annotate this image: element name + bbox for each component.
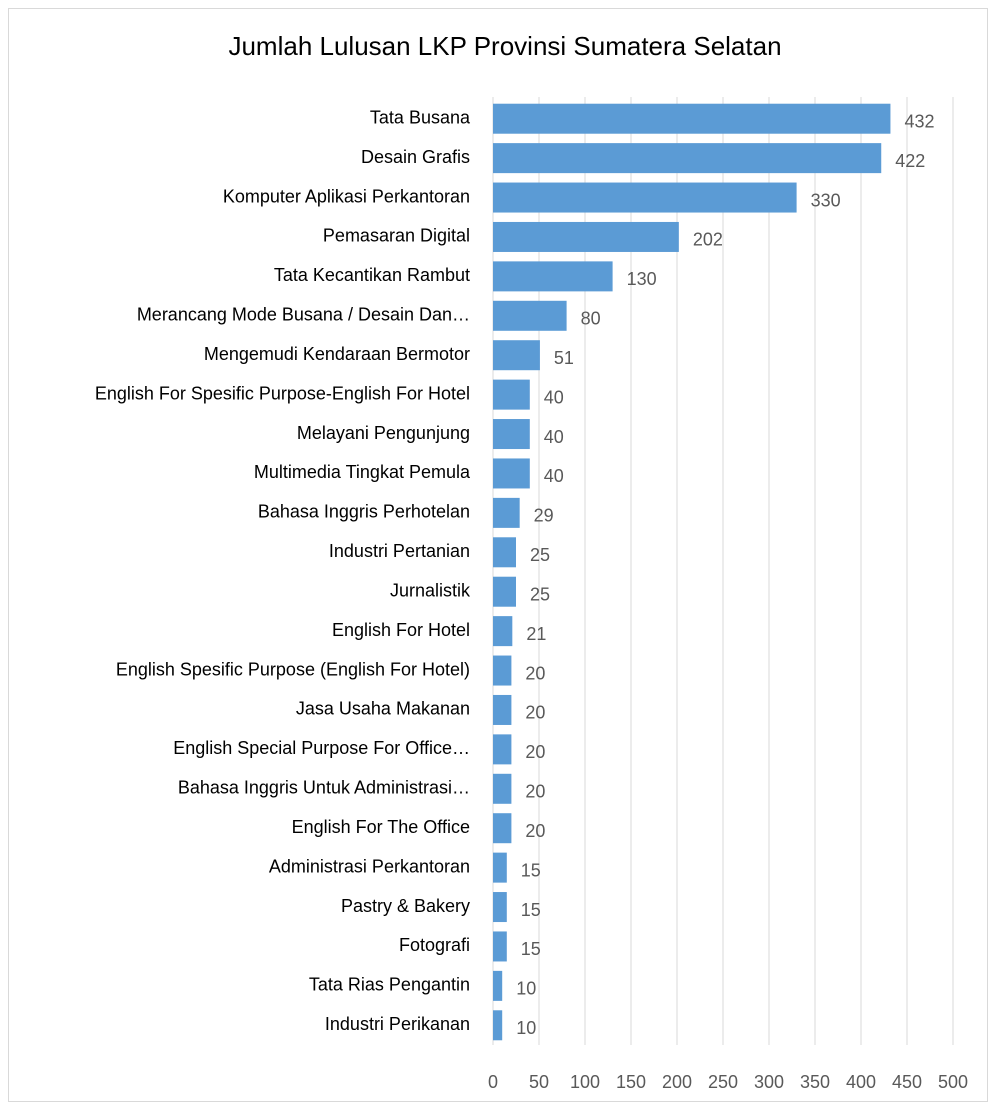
bar (493, 300, 567, 331)
bar (493, 537, 516, 568)
y-tick-label: Komputer Aplikasi Perkantoran (223, 186, 470, 206)
data-label: 25 (530, 584, 550, 604)
y-tick-label: Bahasa Inggris Untuk Administrasi… (178, 778, 470, 798)
bar (493, 892, 507, 923)
x-tick-label: 300 (754, 1072, 784, 1092)
y-tick-label: Merancang Mode Busana / Desain Dan… (137, 305, 470, 325)
data-label: 15 (521, 900, 541, 920)
data-label: 422 (895, 151, 925, 171)
data-label: 20 (525, 742, 545, 762)
bar (493, 694, 512, 725)
bar (493, 103, 891, 134)
y-tick-label: Tata Rias Pengantin (309, 975, 470, 995)
y-tick-label: Pemasaran Digital (323, 226, 470, 246)
x-tick-label: 400 (846, 1072, 876, 1092)
bar (493, 773, 512, 804)
bar (493, 419, 530, 450)
x-tick-label: 0 (488, 1072, 498, 1092)
data-label: 21 (526, 624, 546, 644)
y-tick-label: Industri Pertanian (329, 541, 470, 561)
data-label: 29 (534, 506, 554, 526)
data-label: 432 (904, 111, 934, 131)
bar (493, 852, 507, 883)
bar (493, 497, 520, 528)
y-tick-label: Industri Perikanan (325, 1014, 470, 1034)
y-tick-label: Desain Grafis (361, 147, 470, 167)
bar (493, 379, 530, 410)
x-tick-label: 350 (800, 1072, 830, 1092)
x-tick-label: 250 (708, 1072, 738, 1092)
x-tick-label: 450 (892, 1072, 922, 1092)
x-tick-label: 150 (616, 1072, 646, 1092)
x-tick-label: 500 (938, 1072, 968, 1092)
data-label: 40 (544, 387, 564, 407)
y-tick-label: Jurnalistik (390, 580, 471, 600)
bar (493, 143, 882, 174)
x-tick-label: 50 (529, 1072, 549, 1092)
data-label: 20 (525, 782, 545, 802)
data-label: 51 (554, 348, 574, 368)
y-tick-label: English Special Purpose For Office… (173, 738, 470, 758)
y-tick-label: Administrasi Perkantoran (269, 856, 470, 876)
y-tick-label: Multimedia Tingkat Pemula (254, 462, 471, 482)
bar (493, 221, 679, 252)
y-tick-label: Jasa Usaha Makanan (296, 699, 470, 719)
y-tick-label: English Spesific Purpose (English For Ho… (116, 659, 470, 679)
chart-title: Jumlah Lulusan LKP Provinsi Sumatera Sel… (228, 31, 781, 61)
data-label: 20 (525, 821, 545, 841)
data-label: 40 (544, 466, 564, 486)
data-label: 15 (521, 939, 541, 959)
bar (493, 970, 503, 1001)
y-tick-label: English For The Office (292, 817, 470, 837)
x-tick-label: 100 (570, 1072, 600, 1092)
bar (493, 458, 530, 489)
y-tick-label: Tata Kecantikan Rambut (274, 265, 470, 285)
y-tick-label: Fotografi (399, 935, 470, 955)
data-label: 202 (693, 230, 723, 250)
bar (493, 734, 512, 765)
data-label: 15 (521, 860, 541, 880)
data-label: 20 (525, 703, 545, 723)
bar (493, 1010, 503, 1041)
bar (493, 813, 512, 844)
data-label: 10 (516, 1018, 536, 1038)
bar (493, 182, 797, 213)
y-tick-label: Melayani Pengunjung (297, 423, 470, 443)
bar (493, 931, 507, 962)
y-tick-label: English For Spesific Purpose-English For… (95, 383, 470, 403)
bar (493, 261, 613, 292)
data-label: 130 (627, 269, 657, 289)
data-label: 40 (544, 427, 564, 447)
bar (493, 340, 540, 371)
bar (493, 655, 512, 686)
data-label: 20 (525, 663, 545, 683)
y-tick-label: Pastry & Bakery (341, 896, 470, 916)
data-label: 10 (516, 979, 536, 999)
data-label: 80 (581, 309, 601, 329)
y-tick-label: Tata Busana (370, 107, 471, 127)
y-tick-label: Mengemudi Kendaraan Bermotor (204, 344, 470, 364)
bar (493, 576, 516, 607)
y-tick-label: English For Hotel (332, 620, 470, 640)
y-tick-label: Bahasa Inggris Perhotelan (258, 502, 470, 522)
bar (493, 616, 513, 647)
data-label: 330 (811, 190, 841, 210)
data-label: 25 (530, 545, 550, 565)
x-tick-label: 200 (662, 1072, 692, 1092)
